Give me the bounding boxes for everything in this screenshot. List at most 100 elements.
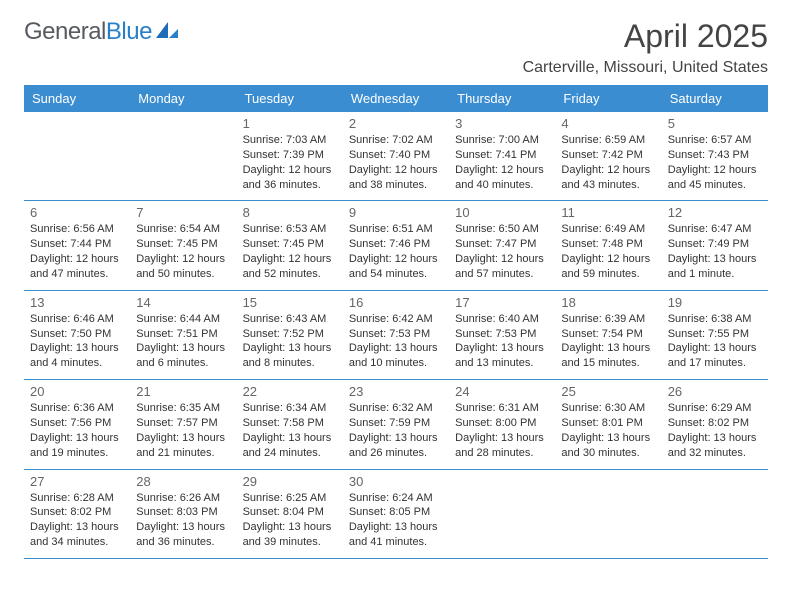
day-line: Daylight: 13 hours — [30, 341, 124, 356]
day-line: Daylight: 13 hours — [349, 431, 443, 446]
day-line: Daylight: 13 hours — [30, 520, 124, 535]
day-number: 20 — [30, 384, 124, 399]
dow-header: Saturday — [662, 85, 768, 112]
day-line: Sunset: 7:42 PM — [561, 148, 655, 163]
day-cell: 25Sunrise: 6:30 AMSunset: 8:01 PMDayligh… — [555, 380, 661, 468]
day-line: Daylight: 12 hours — [30, 252, 124, 267]
dow-header: Sunday — [24, 85, 130, 112]
day-line: Sunrise: 6:44 AM — [136, 312, 230, 327]
day-number: 18 — [561, 295, 655, 310]
day-line: Sunset: 7:58 PM — [243, 416, 337, 431]
day-cell: 6Sunrise: 6:56 AMSunset: 7:44 PMDaylight… — [24, 201, 130, 289]
day-line: Daylight: 13 hours — [561, 431, 655, 446]
day-line: Daylight: 13 hours — [136, 341, 230, 356]
day-line: Sunset: 7:59 PM — [349, 416, 443, 431]
day-line: Sunset: 7:44 PM — [30, 237, 124, 252]
day-cell: 13Sunrise: 6:46 AMSunset: 7:50 PMDayligh… — [24, 291, 130, 379]
logo: GeneralBlue — [24, 18, 178, 46]
day-line: and 6 minutes. — [136, 356, 230, 371]
day-line: Sunset: 7:45 PM — [243, 237, 337, 252]
day-number: 12 — [668, 205, 762, 220]
day-line: Sunset: 7:41 PM — [455, 148, 549, 163]
day-cell: 5Sunrise: 6:57 AMSunset: 7:43 PMDaylight… — [662, 112, 768, 200]
day-line: Sunrise: 6:36 AM — [30, 401, 124, 416]
day-number: 2 — [349, 116, 443, 131]
day-cell: 27Sunrise: 6:28 AMSunset: 8:02 PMDayligh… — [24, 470, 130, 558]
day-line: and 57 minutes. — [455, 267, 549, 282]
dow-header: Monday — [130, 85, 236, 112]
day-cell: 2Sunrise: 7:02 AMSunset: 7:40 PMDaylight… — [343, 112, 449, 200]
day-number: 10 — [455, 205, 549, 220]
day-cell: 14Sunrise: 6:44 AMSunset: 7:51 PMDayligh… — [130, 291, 236, 379]
day-cell: 7Sunrise: 6:54 AMSunset: 7:45 PMDaylight… — [130, 201, 236, 289]
day-number: 13 — [30, 295, 124, 310]
day-line: Sunrise: 6:31 AM — [455, 401, 549, 416]
empty-cell — [130, 112, 236, 200]
day-line: Daylight: 12 hours — [455, 163, 549, 178]
empty-cell — [555, 470, 661, 558]
day-cell: 23Sunrise: 6:32 AMSunset: 7:59 PMDayligh… — [343, 380, 449, 468]
day-cell: 19Sunrise: 6:38 AMSunset: 7:55 PMDayligh… — [662, 291, 768, 379]
title-block: April 2025 Carterville, Missouri, United… — [523, 18, 768, 77]
day-line: and 24 minutes. — [243, 446, 337, 461]
day-number: 9 — [349, 205, 443, 220]
day-line: Sunrise: 6:59 AM — [561, 133, 655, 148]
day-cell: 1Sunrise: 7:03 AMSunset: 7:39 PMDaylight… — [237, 112, 343, 200]
day-number: 24 — [455, 384, 549, 399]
day-line: and 39 minutes. — [243, 535, 337, 550]
day-line: and 54 minutes. — [349, 267, 443, 282]
day-cell: 29Sunrise: 6:25 AMSunset: 8:04 PMDayligh… — [237, 470, 343, 558]
day-cell: 22Sunrise: 6:34 AMSunset: 7:58 PMDayligh… — [237, 380, 343, 468]
day-line: Sunset: 7:53 PM — [455, 327, 549, 342]
dow-header: Wednesday — [343, 85, 449, 112]
day-line: Sunset: 7:53 PM — [349, 327, 443, 342]
day-line: Daylight: 12 hours — [243, 163, 337, 178]
day-number: 26 — [668, 384, 762, 399]
day-line: and 43 minutes. — [561, 178, 655, 193]
day-number: 17 — [455, 295, 549, 310]
day-line: Sunrise: 6:40 AM — [455, 312, 549, 327]
day-line: Sunset: 7:50 PM — [30, 327, 124, 342]
day-line: Sunrise: 7:02 AM — [349, 133, 443, 148]
day-line: Sunrise: 6:57 AM — [668, 133, 762, 148]
day-number: 28 — [136, 474, 230, 489]
day-line: and 50 minutes. — [136, 267, 230, 282]
day-number: 6 — [30, 205, 124, 220]
calendar: SundayMondayTuesdayWednesdayThursdayFrid… — [24, 85, 768, 559]
day-line: Sunrise: 6:38 AM — [668, 312, 762, 327]
day-line: Sunset: 7:39 PM — [243, 148, 337, 163]
day-line: and 19 minutes. — [30, 446, 124, 461]
day-line: Daylight: 12 hours — [455, 252, 549, 267]
day-line: Sunset: 7:46 PM — [349, 237, 443, 252]
day-cell: 24Sunrise: 6:31 AMSunset: 8:00 PMDayligh… — [449, 380, 555, 468]
day-number: 8 — [243, 205, 337, 220]
day-line: and 36 minutes. — [136, 535, 230, 550]
day-line: Daylight: 13 hours — [455, 431, 549, 446]
week-row: 13Sunrise: 6:46 AMSunset: 7:50 PMDayligh… — [24, 291, 768, 380]
week-row: 6Sunrise: 6:56 AMSunset: 7:44 PMDaylight… — [24, 201, 768, 290]
day-line: and 8 minutes. — [243, 356, 337, 371]
day-cell: 28Sunrise: 6:26 AMSunset: 8:03 PMDayligh… — [130, 470, 236, 558]
day-cell: 18Sunrise: 6:39 AMSunset: 7:54 PMDayligh… — [555, 291, 661, 379]
day-line: Sunset: 8:02 PM — [30, 505, 124, 520]
day-number: 25 — [561, 384, 655, 399]
day-number: 7 — [136, 205, 230, 220]
day-line: Daylight: 13 hours — [243, 341, 337, 356]
day-line: and 15 minutes. — [561, 356, 655, 371]
day-line: Daylight: 13 hours — [349, 341, 443, 356]
logo-text: GeneralBlue — [24, 18, 152, 46]
day-line: Sunrise: 6:28 AM — [30, 491, 124, 506]
day-line: Sunset: 7:57 PM — [136, 416, 230, 431]
day-cell: 15Sunrise: 6:43 AMSunset: 7:52 PMDayligh… — [237, 291, 343, 379]
day-line: Sunrise: 6:43 AM — [243, 312, 337, 327]
day-cell: 16Sunrise: 6:42 AMSunset: 7:53 PMDayligh… — [343, 291, 449, 379]
day-line: Sunrise: 6:51 AM — [349, 222, 443, 237]
day-line: and 40 minutes. — [455, 178, 549, 193]
day-line: Sunrise: 6:34 AM — [243, 401, 337, 416]
day-line: Sunrise: 6:29 AM — [668, 401, 762, 416]
day-line: and 52 minutes. — [243, 267, 337, 282]
day-number: 11 — [561, 205, 655, 220]
day-line: Sunrise: 7:00 AM — [455, 133, 549, 148]
day-line: and 30 minutes. — [561, 446, 655, 461]
day-line: Daylight: 12 hours — [136, 252, 230, 267]
